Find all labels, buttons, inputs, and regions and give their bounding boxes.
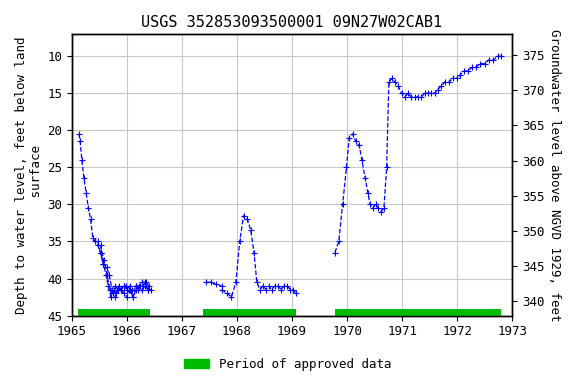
Title: USGS 352853093500001 09N27W02CAB1: USGS 352853093500001 09N27W02CAB1: [142, 15, 442, 30]
Y-axis label: Groundwater level above NGVD 1929, feet: Groundwater level above NGVD 1929, feet: [548, 28, 561, 321]
Bar: [78, 309, 150, 316]
Bar: [335, 309, 501, 316]
Legend: Period of approved data: Period of approved data: [179, 353, 397, 376]
Bar: [203, 309, 297, 316]
Y-axis label: Depth to water level, feet below land
 surface: Depth to water level, feet below land su…: [15, 36, 43, 313]
